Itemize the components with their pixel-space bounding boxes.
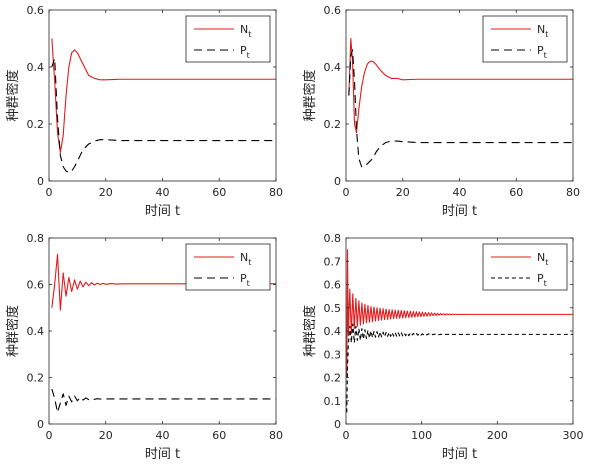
series-line-n bbox=[348, 37, 573, 134]
legend-box bbox=[482, 15, 568, 63]
legend-label-main: N bbox=[537, 251, 545, 264]
legend-label-main: N bbox=[537, 23, 545, 36]
x-tick-label: 0 bbox=[343, 429, 350, 442]
legend-box bbox=[482, 243, 568, 291]
y-tick-label: 0.6 bbox=[27, 279, 45, 292]
legend-label-n: Nt bbox=[537, 251, 548, 267]
legend-label-subscript: t bbox=[544, 279, 547, 288]
y-tick-label: 0.4 bbox=[27, 61, 45, 74]
legend-label-subscript: t bbox=[545, 30, 548, 39]
legend-label-main: P bbox=[537, 272, 544, 285]
x-tick-label: 20 bbox=[99, 186, 113, 199]
x-tick-label: 40 bbox=[156, 429, 170, 442]
y-tick-label: 0.6 bbox=[324, 4, 342, 17]
y-tick-label: 0.2 bbox=[324, 118, 342, 131]
legend-label-n: Nt bbox=[240, 251, 251, 267]
y-tick-label: 0 bbox=[334, 418, 341, 431]
y-tick-label: 0.3 bbox=[324, 348, 342, 361]
series-line-n bbox=[51, 253, 276, 311]
x-tick-label: 0 bbox=[46, 429, 53, 442]
y-tick-label: 0.2 bbox=[324, 372, 342, 385]
legend-label-subscript: t bbox=[545, 258, 548, 267]
legend-label-main: P bbox=[537, 44, 544, 57]
legend-label-p: Pt bbox=[537, 44, 547, 60]
y-axis-label: 种群密度 bbox=[302, 305, 318, 357]
legend-label-n: Nt bbox=[240, 23, 251, 39]
legend-label-p: Pt bbox=[537, 272, 547, 288]
series-line-p bbox=[348, 49, 573, 168]
y-tick-label: 0 bbox=[37, 418, 44, 431]
series-line-p bbox=[346, 323, 573, 413]
y-tick-label: 0 bbox=[334, 175, 341, 188]
legend-label-subscript: t bbox=[247, 51, 250, 60]
chart-panel-4: 0 100 200 300 0 0.1 0.2 0.3 0.4 0.5 0.6 0.7 0.8 时间 t 种… bbox=[302, 232, 584, 462]
x-axis-label: 时间 t bbox=[145, 204, 180, 219]
legend-label-subscript: t bbox=[248, 30, 251, 39]
legend-label-p: Pt bbox=[240, 272, 250, 288]
x-tick-label: 80 bbox=[269, 429, 283, 442]
y-axis-label: 种群密度 bbox=[5, 305, 21, 357]
y-tick-label: 0.8 bbox=[27, 232, 45, 245]
x-axis-label: 时间 t bbox=[442, 204, 477, 219]
x-tick-label: 60 bbox=[212, 186, 226, 199]
y-tick-label: 0.7 bbox=[324, 255, 342, 268]
x-tick-label: 300 bbox=[563, 429, 584, 442]
legend-label-n: Nt bbox=[537, 23, 548, 39]
x-tick-label: 40 bbox=[156, 186, 170, 199]
y-tick-label: 0.4 bbox=[27, 325, 45, 338]
series-line-p bbox=[51, 57, 276, 173]
y-tick-label: 0.5 bbox=[324, 302, 342, 315]
legend-label-main: P bbox=[240, 44, 247, 57]
legend-box bbox=[185, 243, 271, 291]
series-line-n bbox=[346, 249, 573, 378]
x-tick-label: 60 bbox=[509, 186, 523, 199]
y-tick-label: 0.6 bbox=[27, 4, 45, 17]
legend-box bbox=[185, 15, 271, 63]
y-axis-label: 种群密度 bbox=[302, 69, 318, 121]
legend-label-subscript: t bbox=[247, 279, 250, 288]
y-axis-label: 种群密度 bbox=[5, 69, 21, 121]
y-tick-label: 0 bbox=[37, 175, 44, 188]
x-tick-label: 20 bbox=[99, 429, 113, 442]
y-tick-label: 0.2 bbox=[27, 118, 45, 131]
x-axis-label: 时间 t bbox=[442, 447, 477, 462]
y-tick-label: 0.2 bbox=[27, 372, 45, 385]
x-tick-label: 200 bbox=[487, 429, 508, 442]
x-tick-label: 80 bbox=[566, 186, 580, 199]
legend-label-main: N bbox=[240, 251, 248, 264]
legend-label-p: Pt bbox=[240, 44, 250, 60]
x-tick-label: 20 bbox=[396, 186, 410, 199]
x-tick-label: 0 bbox=[46, 186, 53, 199]
y-tick-label: 0.1 bbox=[324, 395, 342, 408]
legend-label-subscript: t bbox=[248, 258, 251, 267]
x-tick-label: 0 bbox=[343, 186, 350, 199]
y-tick-label: 0.4 bbox=[324, 61, 342, 74]
x-axis-label: 时间 t bbox=[145, 447, 180, 462]
legend-label-main: N bbox=[240, 23, 248, 36]
legend-label-subscript: t bbox=[544, 51, 547, 60]
legend-label-main: P bbox=[240, 272, 247, 285]
series-line-p bbox=[51, 388, 276, 413]
y-tick-label: 0.8 bbox=[324, 232, 342, 245]
y-tick-label: 0.4 bbox=[324, 325, 342, 338]
x-tick-label: 40 bbox=[453, 186, 467, 199]
series-line-n bbox=[51, 38, 276, 154]
x-tick-label: 100 bbox=[411, 429, 432, 442]
y-tick-label: 0.6 bbox=[324, 279, 342, 292]
x-tick-label: 80 bbox=[269, 186, 283, 199]
x-tick-label: 60 bbox=[212, 429, 226, 442]
